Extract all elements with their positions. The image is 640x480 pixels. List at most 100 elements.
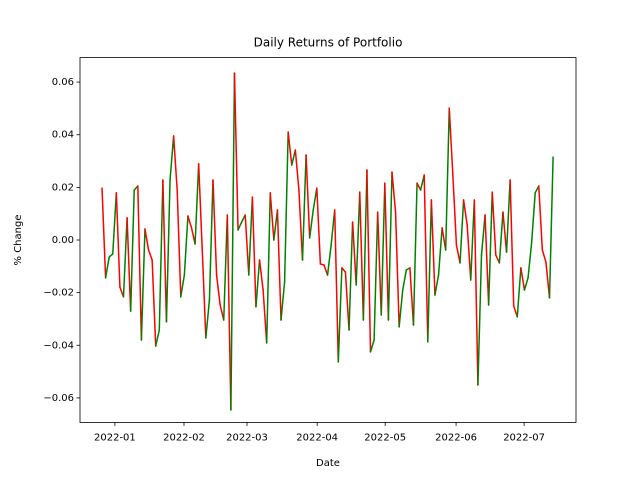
line-segment <box>169 135 175 181</box>
chart-title: Daily Returns of Portfolio <box>254 36 403 50</box>
line-segment <box>527 242 533 279</box>
line-segment <box>187 215 193 229</box>
line-segment <box>423 174 429 343</box>
line-segment <box>140 228 146 341</box>
line-segment <box>323 264 329 276</box>
line-segment <box>359 191 365 321</box>
line-segment <box>380 182 386 316</box>
line-segment <box>137 185 143 341</box>
x-tick-label: 2022-01 <box>94 432 136 443</box>
line-segment <box>291 149 297 166</box>
line-segment <box>444 107 451 251</box>
line-segment <box>530 192 536 244</box>
line-segment <box>122 217 128 298</box>
line-segment <box>233 72 239 231</box>
line-segment <box>208 179 214 301</box>
y-tick-label: −0.02 <box>43 288 74 299</box>
line-segment <box>104 256 110 279</box>
line-segment <box>312 187 318 211</box>
line-segment <box>412 182 418 326</box>
line-segment <box>205 299 211 339</box>
line-segment <box>248 196 254 276</box>
line-segment <box>108 253 114 258</box>
line-segment <box>101 187 107 279</box>
line-segment <box>401 269 408 291</box>
line-segment <box>258 259 264 291</box>
line-segment <box>201 249 207 339</box>
line-segment <box>333 209 340 363</box>
line-segment <box>158 179 164 331</box>
line-segment <box>215 274 221 306</box>
line-segment <box>548 156 554 299</box>
y-axis-label: % Change <box>13 215 24 266</box>
line-segment <box>269 192 275 241</box>
line-segment <box>523 277 529 291</box>
line-segment <box>151 259 157 347</box>
line-segment <box>455 244 461 264</box>
y-tick-label: −0.06 <box>43 393 74 404</box>
line-segment <box>212 179 218 276</box>
line-segment <box>416 182 422 191</box>
x-axis-label: Date <box>316 458 340 469</box>
line-segment <box>162 179 168 323</box>
line-segment <box>251 196 257 308</box>
line-segment <box>341 267 347 273</box>
line-segment <box>469 199 476 281</box>
line-segment <box>520 267 526 291</box>
line-segment <box>298 189 304 261</box>
line-segment <box>362 169 368 321</box>
line-segment <box>505 179 511 253</box>
line-segment <box>326 244 332 276</box>
line-segment <box>459 199 465 264</box>
line-segment <box>197 163 204 251</box>
line-segment <box>434 274 440 296</box>
line-segment <box>391 171 397 213</box>
plot-frame <box>79 57 577 423</box>
line-segment <box>541 249 547 263</box>
y-tick-label: 0.02 <box>52 182 74 193</box>
line-segment <box>480 214 486 256</box>
line-segment <box>538 185 544 251</box>
line-segment <box>484 214 490 306</box>
line-segment <box>498 211 504 264</box>
line-segment <box>448 107 454 176</box>
line-segment <box>194 163 200 245</box>
x-tick-label: 2022-02 <box>163 432 205 443</box>
line-segment <box>301 154 307 261</box>
y-tick-label: 0.00 <box>52 235 74 246</box>
line-segment <box>180 274 186 298</box>
y-tick-label: 0.06 <box>52 77 74 88</box>
line-segment <box>154 329 161 347</box>
line-segment <box>355 191 361 286</box>
line-segment <box>147 249 153 261</box>
line-segment <box>183 215 189 276</box>
line-segment <box>283 131 289 283</box>
line-segment <box>144 228 150 251</box>
x-tick-label: 2022-06 <box>435 432 477 443</box>
line-segment <box>237 221 243 231</box>
line-segment <box>276 209 282 321</box>
y-tick-label: −0.04 <box>43 340 74 351</box>
line-segment <box>384 182 390 321</box>
line-segment <box>176 189 182 298</box>
line-segment <box>502 211 508 253</box>
x-tick-label: 2022-05 <box>364 432 406 443</box>
line-segment <box>509 179 515 307</box>
line-segment <box>255 259 261 308</box>
line-segment <box>226 214 232 411</box>
line-segment <box>172 135 178 191</box>
line-segment <box>351 221 357 286</box>
y-tick-label: 0.04 <box>52 130 74 141</box>
line-segment <box>394 211 400 328</box>
line-segment <box>430 199 436 296</box>
line-segment <box>115 192 121 288</box>
line-segment <box>262 289 268 344</box>
line-segment <box>452 174 458 246</box>
line-segment <box>222 214 229 321</box>
line-segment <box>437 227 443 276</box>
line-segment <box>516 267 522 318</box>
line-segment <box>287 131 293 166</box>
line-segment <box>466 224 472 281</box>
line-segment <box>348 221 354 331</box>
